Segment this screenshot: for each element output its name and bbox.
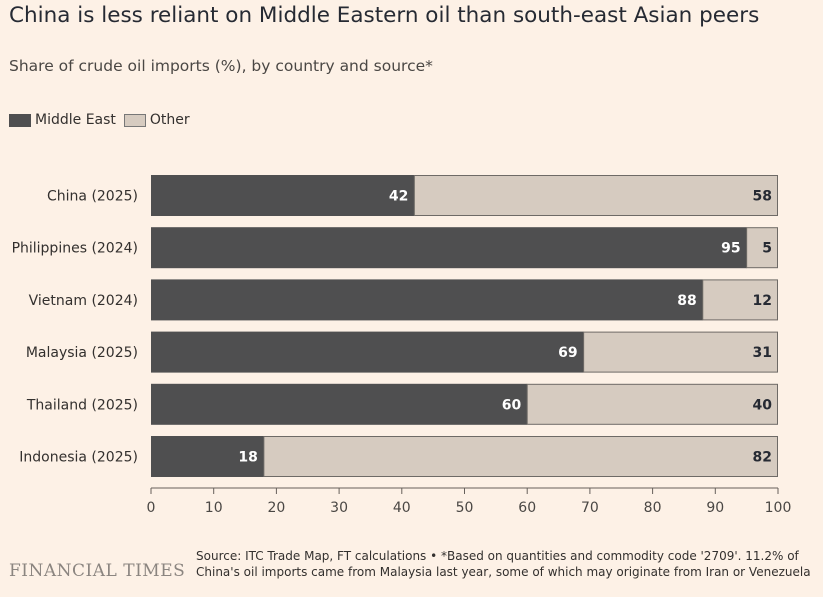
value-label-other: 12 (753, 293, 772, 309)
value-label-other: 40 (753, 397, 773, 413)
bar-middle-east (151, 436, 264, 477)
bar-middle-east (151, 175, 415, 216)
category-label: Thailand (2025) (26, 397, 138, 413)
legend-item-other: Other (123, 112, 190, 128)
value-label-other: 31 (753, 345, 772, 361)
chart-subtitle: Share of crude oil imports (%), by count… (9, 57, 433, 75)
category-label: Indonesia (2025) (19, 450, 138, 466)
value-label-middle-east: 88 (677, 293, 696, 309)
category-label: Vietnam (2024) (29, 293, 138, 309)
value-label-other: 82 (753, 450, 772, 466)
legend-swatch-other (123, 113, 146, 127)
x-tick-label: 50 (456, 500, 474, 516)
category-label: Philippines (2024) (12, 241, 138, 257)
x-tick-label: 40 (393, 500, 411, 516)
bar-other (413, 175, 778, 216)
value-label-other: 5 (762, 241, 772, 257)
ft-logo: FINANCIAL TIMES (9, 561, 186, 581)
value-label-other: 58 (753, 189, 772, 205)
legend: Middle East Other (9, 112, 198, 128)
legend-label-middle-east: Middle East (35, 112, 116, 128)
legend-swatch-middle-east (9, 113, 31, 127)
x-tick-label: 10 (205, 500, 223, 516)
category-label: China (2025) (47, 189, 138, 205)
source-note: Source: ITC Trade Map, FT calculations •… (196, 549, 811, 579)
value-label-middle-east: 69 (558, 345, 577, 361)
value-label-middle-east: 18 (238, 450, 257, 466)
x-tick-label: 30 (330, 500, 348, 516)
bar-other (583, 331, 778, 373)
x-tick-label: 0 (147, 500, 156, 516)
bar-middle-east (151, 331, 584, 373)
chart-title: China is less reliant on Middle Eastern … (9, 3, 760, 28)
legend-item-middle-east: Middle East (9, 112, 116, 128)
bar-other (702, 279, 779, 321)
x-tick-label: 90 (706, 500, 724, 516)
x-tick-label: 80 (644, 500, 662, 516)
bar-middle-east (151, 279, 703, 321)
value-label-middle-east: 60 (502, 397, 522, 413)
bar-other (746, 227, 779, 269)
x-tick-label: 70 (581, 500, 599, 516)
value-label-middle-east: 42 (389, 189, 408, 205)
value-label-middle-east: 95 (721, 241, 740, 257)
bar-middle-east (151, 383, 528, 425)
bar-other (263, 436, 778, 477)
x-tick-label: 100 (765, 500, 792, 516)
stacked-bar-chart: China (2025) 42 58 Philippines (2024) 95 5 Vie… (12, 175, 792, 516)
category-label: Malaysia (2025) (26, 345, 138, 361)
bar-other (526, 383, 779, 425)
legend-label-other: Other (149, 112, 190, 128)
x-tick-label: 60 (518, 500, 536, 516)
bar-middle-east (151, 227, 747, 269)
x-tick-label: 20 (267, 500, 285, 516)
